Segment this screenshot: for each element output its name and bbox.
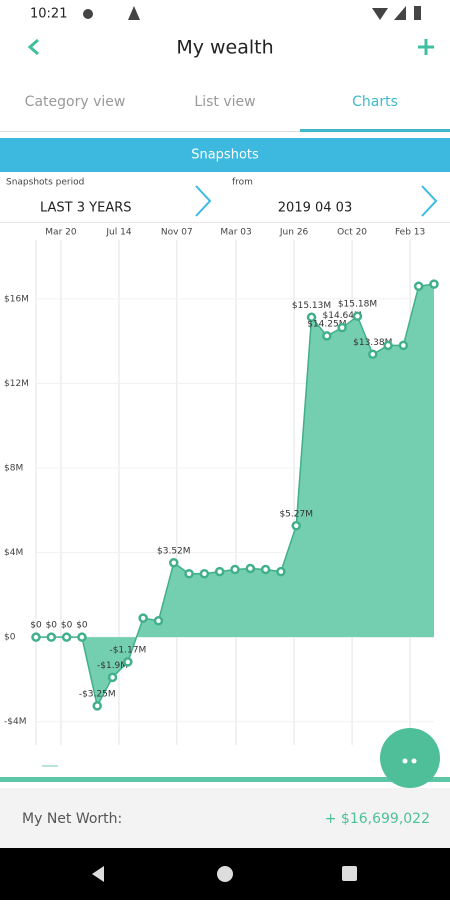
- value-label: $15.13M: [292, 301, 331, 311]
- tab-indicator: [300, 129, 450, 132]
- y-tick-label: $12M: [4, 379, 29, 389]
- point: [46, 632, 57, 642]
- section-bar: [0, 138, 450, 172]
- status-icon: [128, 6, 140, 20]
- value-label: $0: [61, 621, 73, 631]
- section-title: Snapshots: [191, 148, 259, 163]
- point: [291, 521, 301, 531]
- divider: [0, 222, 450, 223]
- accent-line: [0, 777, 450, 782]
- value-label: -$1.17M: [109, 645, 146, 655]
- add-button[interactable]: [418, 39, 434, 55]
- value-label: -$3.25M: [79, 689, 116, 699]
- fab-icon: [411, 758, 417, 764]
- point: [413, 281, 424, 291]
- x-tick-label: Feb 13: [395, 228, 425, 238]
- period-label: Snapshots period: [6, 178, 84, 188]
- footer-label: My Net Worth:: [22, 811, 122, 827]
- point: [429, 279, 439, 289]
- header-title: My wealth: [176, 37, 273, 59]
- nav-recent[interactable]: [342, 866, 357, 881]
- chart: Mar 20 Jul 14 Nov 07 Mar 03 Jun 26 Oct 20 Feb …: [4, 228, 439, 745]
- tab[interactable]: Category view: [25, 94, 126, 110]
- footer-value: + $16,699,022: [325, 811, 430, 827]
- back-button[interactable]: [27, 38, 39, 56]
- point: [153, 616, 164, 626]
- scroll-indicator: [42, 765, 58, 767]
- point: [368, 349, 378, 360]
- point: [230, 564, 240, 575]
- nav-back[interactable]: [92, 866, 104, 882]
- period-arrow[interactable]: [195, 185, 212, 217]
- value-label: $14.25M: [307, 319, 346, 329]
- area: [36, 284, 434, 706]
- point: [31, 632, 41, 642]
- point: [306, 312, 317, 323]
- point: [260, 564, 271, 575]
- y-tick-label: $0: [4, 633, 16, 643]
- period-value[interactable]: LAST 3 YEARS: [40, 201, 132, 216]
- point: [77, 632, 87, 642]
- point: [199, 569, 210, 579]
- point: [92, 701, 102, 711]
- tab[interactable]: Charts: [352, 94, 398, 110]
- point: [169, 558, 179, 568]
- status-time: 10:21: [30, 7, 67, 22]
- value-label: $0: [76, 621, 88, 631]
- value-label: $3.52M: [157, 546, 191, 556]
- x-tick-label: Jul 14: [105, 228, 131, 238]
- value-label: $13.38M: [353, 338, 392, 348]
- y-tick-label: $16M: [4, 294, 29, 304]
- point: [214, 566, 225, 577]
- fab-button[interactable]: [380, 728, 440, 788]
- point: [138, 613, 148, 623]
- y-tick-label: $8M: [4, 464, 23, 474]
- point: [61, 632, 72, 642]
- point: [398, 340, 409, 351]
- tab[interactable]: List view: [194, 94, 255, 110]
- point: [123, 657, 133, 667]
- point: [383, 340, 393, 351]
- signal-icon: [394, 6, 406, 20]
- x-tick-label: Jun 26: [279, 228, 309, 238]
- nav-home[interactable]: [217, 866, 233, 882]
- from-arrow[interactable]: [421, 185, 438, 217]
- wifi-icon: [372, 8, 388, 20]
- x-tick-label: Mar 20: [45, 228, 77, 238]
- point: [245, 563, 256, 574]
- value-label: $14.64M: [323, 311, 362, 321]
- x-tick-label: Mar 03: [220, 228, 251, 238]
- from-value[interactable]: 2019 04 03: [278, 201, 352, 216]
- x-tick-label: Nov 07: [161, 228, 193, 238]
- x-tick-label: Oct 20: [337, 228, 367, 238]
- point: [184, 569, 194, 579]
- footer: [0, 788, 450, 848]
- value-label: $0: [46, 621, 58, 631]
- status-icon: [83, 9, 93, 19]
- value-label: -$1.9M: [97, 661, 128, 671]
- battery-icon: [414, 6, 421, 20]
- y-tick-label: $4M: [4, 548, 23, 558]
- point: [322, 331, 332, 341]
- value-label: $5.27M: [279, 509, 313, 519]
- tab-divider: [0, 131, 450, 132]
- y-tick-label: -$4M: [4, 717, 26, 727]
- point: [337, 322, 347, 333]
- point: [107, 672, 118, 683]
- point: [276, 566, 286, 577]
- from-label: from: [232, 178, 253, 188]
- point: [352, 311, 363, 321]
- value-label: $0: [30, 621, 42, 631]
- value-label: $15.18M: [338, 300, 377, 310]
- fab-icon: [402, 758, 408, 764]
